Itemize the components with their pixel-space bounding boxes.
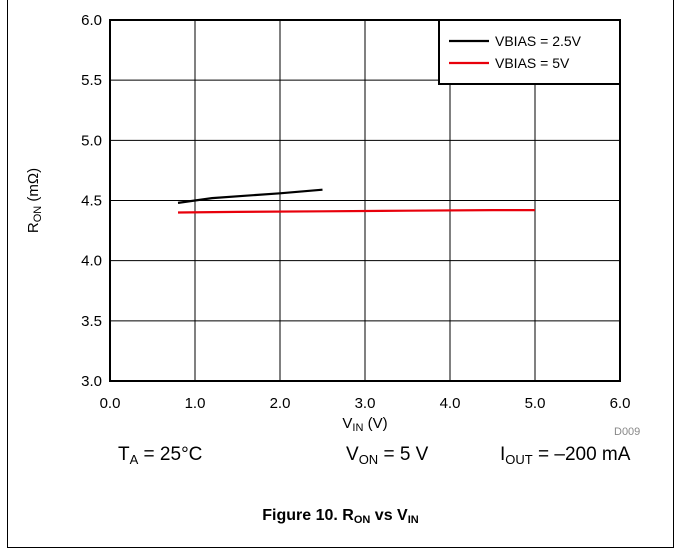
- x-tick-label: 1.0: [185, 395, 206, 412]
- figure-frame: [7, 0, 674, 548]
- y-tick-label: 5.5: [81, 72, 102, 89]
- x-tick-label: 4.0: [440, 395, 461, 412]
- x-tick-label: 0.0: [100, 395, 121, 412]
- tick-labels: 0.0 1.0 2.0 3.0 4.0 5.0 6.0 3.0 3.5 4.0 4.5 5.0 5.5 6…: [81, 12, 630, 412]
- y-tick-label: 5.0: [81, 132, 102, 149]
- x-tick-label: 5.0: [525, 395, 546, 412]
- series-line-2: [177, 209, 535, 214]
- legend-label: VBIAS = 2.5V: [495, 33, 582, 49]
- series-line-1: [177, 188, 323, 204]
- chart: 0.0 1.0 2.0 3.0 4.0 5.0 6.0 3.0 3.5 4.0 4.5 5.0 5.5 6…: [25, 12, 630, 434]
- legend: VBIAS = 2.5V VBIAS = 5V: [438, 19, 621, 85]
- y-axis-label: RON (mΩ): [25, 168, 44, 233]
- plot-border: [109, 19, 621, 382]
- y-tick-label: 4.5: [81, 193, 102, 210]
- figure-caption: Figure 10. RON vs VIN: [262, 507, 419, 526]
- figure-code: D009: [614, 426, 641, 438]
- x-tick-label: 2.0: [270, 395, 291, 412]
- legend-label: VBIAS = 5V: [495, 55, 570, 71]
- x-tick-label: 3.0: [355, 395, 376, 412]
- condition-ta: TA = 25°C: [118, 444, 203, 467]
- series-group: [177, 188, 535, 214]
- y-tick-label: 3.0: [81, 373, 102, 390]
- x-axis-label: VIN (V): [342, 415, 387, 434]
- condition-von: VON = 5 V: [346, 444, 429, 467]
- y-tick-label: 4.0: [81, 253, 102, 270]
- y-tick-label: 6.0: [81, 12, 102, 29]
- y-tick-label: 3.5: [81, 313, 102, 330]
- condition-iout: IOUT = –200 mA: [500, 444, 631, 467]
- legend-box: [438, 19, 621, 85]
- x-tick-label: 6.0: [610, 395, 631, 412]
